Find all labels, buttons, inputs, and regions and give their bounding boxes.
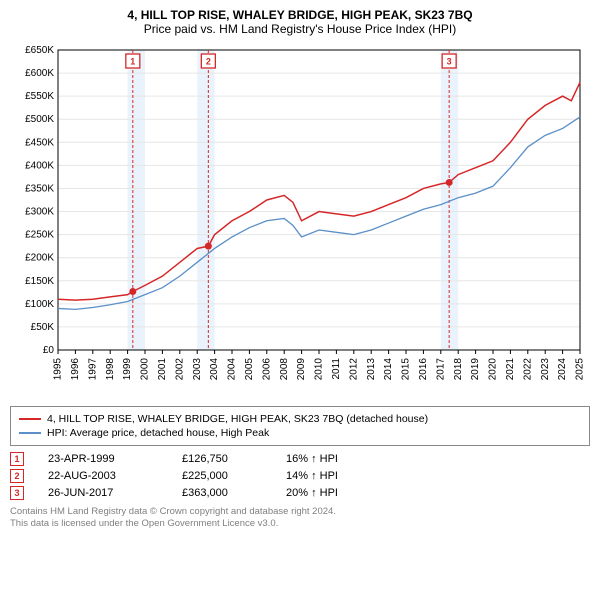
svg-text:£350K: £350K [25, 183, 54, 194]
svg-text:2008: 2008 [279, 358, 290, 381]
sale-row: 3 26-JUN-2017 £363,000 20% ↑ HPI [10, 486, 590, 500]
svg-text:£100K: £100K [25, 299, 54, 310]
sale-delta: 16% ↑ HPI [286, 453, 376, 465]
svg-text:£50K: £50K [31, 322, 55, 333]
svg-text:£450K: £450K [25, 137, 54, 148]
svg-text:£0: £0 [43, 345, 55, 356]
svg-text:2000: 2000 [140, 358, 151, 381]
chart-subtitle: Price paid vs. HM Land Registry's House … [10, 22, 590, 36]
svg-text:1995: 1995 [53, 358, 64, 381]
svg-text:2018: 2018 [453, 358, 464, 381]
svg-text:2001: 2001 [157, 358, 168, 381]
svg-text:2004: 2004 [209, 358, 220, 381]
svg-text:2016: 2016 [418, 358, 429, 381]
svg-text:2003: 2003 [192, 358, 203, 381]
chart-title: 4, HILL TOP RISE, WHALEY BRIDGE, HIGH PE… [10, 8, 590, 22]
svg-text:£600K: £600K [25, 68, 54, 79]
svg-text:£150K: £150K [25, 276, 54, 287]
svg-text:£650K: £650K [25, 45, 54, 56]
svg-text:2013: 2013 [366, 358, 377, 381]
sales-table: 1 23-APR-1999 £126,750 16% ↑ HPI 2 22-AUG-200… [10, 452, 590, 500]
svg-text:£400K: £400K [25, 160, 54, 171]
svg-text:£250K: £250K [25, 230, 54, 241]
svg-text:£300K: £300K [25, 207, 54, 218]
svg-text:2022: 2022 [522, 358, 533, 381]
sale-price: £126,750 [182, 453, 262, 465]
legend: 4, HILL TOP RISE, WHALEY BRIDGE, HIGH PE… [10, 406, 590, 446]
svg-text:1998: 1998 [105, 358, 116, 381]
svg-text:£200K: £200K [25, 253, 54, 264]
svg-text:1996: 1996 [70, 358, 81, 381]
svg-text:2002: 2002 [174, 358, 185, 381]
chart-container: 4, HILL TOP RISE, WHALEY BRIDGE, HIGH PE… [0, 0, 600, 537]
svg-text:£550K: £550K [25, 91, 54, 102]
svg-text:2011: 2011 [331, 358, 342, 380]
svg-text:2017: 2017 [435, 358, 446, 381]
svg-text:3: 3 [447, 57, 452, 67]
svg-text:2014: 2014 [383, 358, 394, 381]
svg-text:2: 2 [206, 57, 211, 67]
sale-date: 22-AUG-2003 [48, 470, 158, 482]
sale-date: 26-JUN-2017 [48, 487, 158, 499]
svg-text:2004: 2004 [227, 358, 238, 381]
legend-label: 4, HILL TOP RISE, WHALEY BRIDGE, HIGH PE… [47, 413, 428, 425]
line-chart: £0 £50K £100K £150K £200K £250K £300K £350K £400… [10, 40, 590, 400]
sale-delta: 20% ↑ HPI [286, 487, 376, 499]
svg-text:2015: 2015 [401, 358, 412, 381]
svg-text:2010: 2010 [314, 358, 325, 381]
svg-text:2012: 2012 [348, 358, 359, 381]
svg-text:2024: 2024 [557, 358, 568, 381]
legend-swatch [19, 418, 41, 420]
svg-text:1997: 1997 [87, 358, 98, 381]
sale-marker-icon: 2 [10, 469, 24, 483]
attribution-line: This data is licensed under the Open Gov… [10, 518, 590, 530]
svg-text:2025: 2025 [575, 358, 586, 381]
sale-delta: 14% ↑ HPI [286, 470, 376, 482]
attribution-line: Contains HM Land Registry data © Crown c… [10, 506, 590, 518]
legend-item: 4, HILL TOP RISE, WHALEY BRIDGE, HIGH PE… [19, 413, 581, 425]
svg-text:2020: 2020 [488, 358, 499, 381]
legend-item: HPI: Average price, detached house, High… [19, 427, 581, 439]
svg-text:£500K: £500K [25, 114, 54, 125]
sale-date: 23-APR-1999 [48, 453, 158, 465]
svg-text:2005: 2005 [244, 358, 255, 381]
sale-row: 1 23-APR-1999 £126,750 16% ↑ HPI [10, 452, 590, 466]
sale-marker-icon: 3 [10, 486, 24, 500]
sale-price: £225,000 [182, 470, 262, 482]
svg-text:2006: 2006 [261, 358, 272, 381]
attribution: Contains HM Land Registry data © Crown c… [10, 506, 590, 531]
svg-text:2009: 2009 [296, 358, 307, 381]
svg-text:1: 1 [130, 57, 135, 67]
svg-text:2019: 2019 [470, 358, 481, 381]
svg-text:1999: 1999 [122, 358, 133, 381]
svg-text:2021: 2021 [505, 358, 516, 381]
svg-text:2023: 2023 [540, 358, 551, 381]
sale-price: £363,000 [182, 487, 262, 499]
sale-row: 2 22-AUG-2003 £225,000 14% ↑ HPI [10, 469, 590, 483]
legend-swatch [19, 432, 41, 434]
sale-marker-icon: 1 [10, 452, 24, 466]
legend-label: HPI: Average price, detached house, High… [47, 427, 269, 439]
